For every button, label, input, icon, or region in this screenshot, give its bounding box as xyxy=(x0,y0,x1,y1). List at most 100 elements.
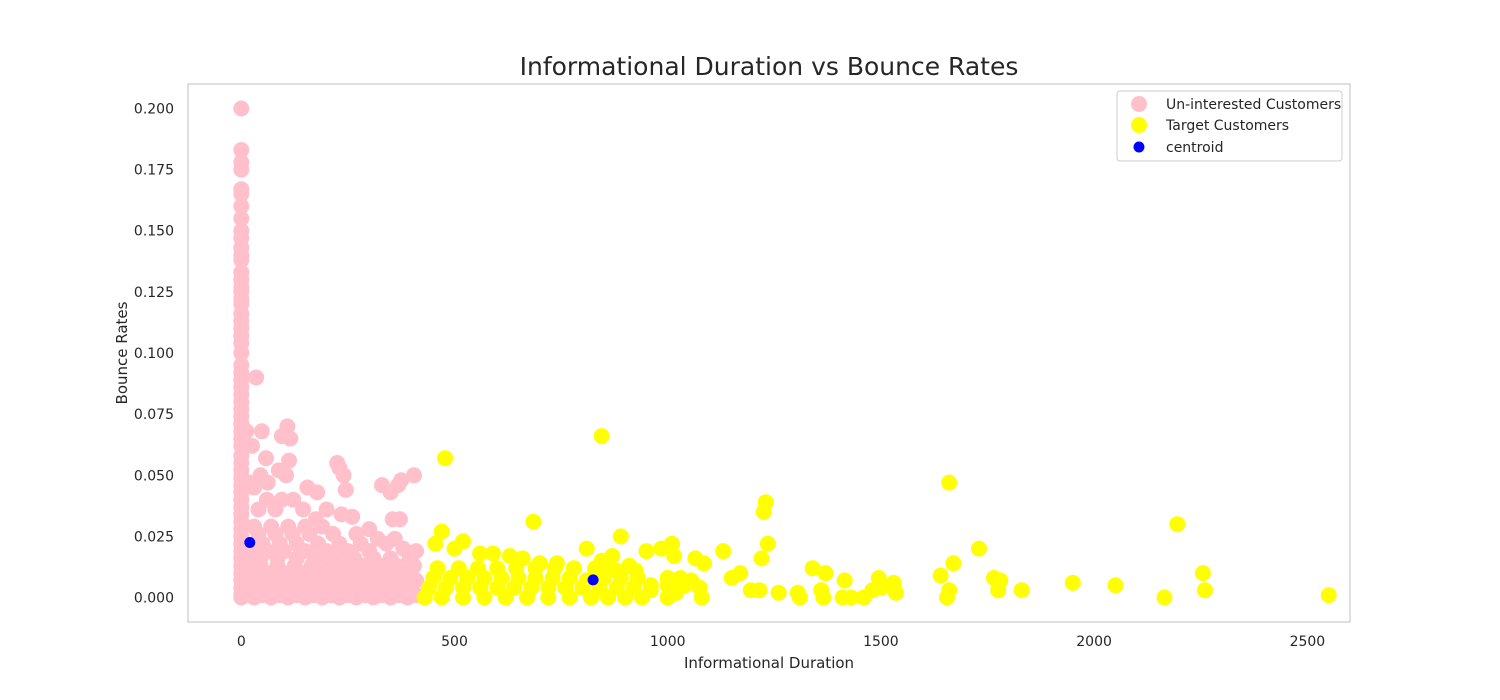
data-point xyxy=(587,560,604,577)
data-point xyxy=(664,535,680,552)
data-point xyxy=(250,501,267,518)
data-point xyxy=(732,565,749,582)
data-point xyxy=(990,582,1007,599)
data-point xyxy=(696,555,712,572)
data-point xyxy=(233,210,250,227)
data-point xyxy=(279,418,296,435)
data-point xyxy=(406,467,422,484)
data-point xyxy=(399,589,416,606)
data-point xyxy=(659,570,676,586)
centroid-point xyxy=(244,537,256,548)
data-point xyxy=(836,572,853,589)
data-point xyxy=(280,589,297,606)
data-point xyxy=(715,543,732,560)
legend-label-uninterested: Un-interested Customers xyxy=(1166,97,1341,113)
series-0 xyxy=(233,100,425,606)
data-point xyxy=(281,452,298,469)
data-point xyxy=(525,513,542,530)
data-point xyxy=(278,467,295,484)
chart-title: Informational Duration vs Bounce Rates xyxy=(520,52,1019,81)
data-point xyxy=(791,589,808,606)
data-point xyxy=(427,535,444,552)
data-point xyxy=(501,548,518,564)
data-point xyxy=(253,423,270,440)
data-point xyxy=(348,589,365,606)
y-tick-label: 0.175 xyxy=(134,163,174,179)
data-point xyxy=(578,540,595,557)
data-point xyxy=(233,345,250,361)
data-point xyxy=(1013,582,1030,599)
data-point xyxy=(285,491,302,508)
data-point xyxy=(246,589,263,606)
data-point xyxy=(815,589,832,606)
data-point xyxy=(804,560,821,577)
y-tick-label: 0.050 xyxy=(134,468,174,484)
data-point xyxy=(1197,582,1213,599)
data-point xyxy=(751,582,768,599)
data-point xyxy=(233,198,250,215)
legend: Un-interested Customers Target Customers… xyxy=(1116,90,1343,162)
data-point xyxy=(393,472,410,489)
x-tick-label: 1000 xyxy=(650,634,686,650)
data-point xyxy=(437,450,454,467)
data-point xyxy=(666,548,683,564)
data-point xyxy=(971,540,987,557)
data-point xyxy=(331,589,348,606)
data-point xyxy=(489,560,506,577)
data-point xyxy=(244,437,260,454)
data-point xyxy=(335,467,352,484)
x-tick-label: 2000 xyxy=(1076,634,1112,650)
data-point xyxy=(1169,516,1186,533)
data-point xyxy=(259,474,276,491)
data-point xyxy=(945,555,962,572)
data-point xyxy=(939,589,955,606)
data-point xyxy=(365,589,382,606)
data-point xyxy=(233,252,250,269)
data-point xyxy=(638,543,655,560)
data-point xyxy=(233,142,250,158)
legend-label-centroid: centroid xyxy=(1166,140,1223,156)
legend-marker-uninterested xyxy=(1131,96,1147,112)
data-point xyxy=(309,484,326,501)
data-point xyxy=(267,501,284,518)
data-point xyxy=(344,508,361,525)
data-point xyxy=(429,560,446,577)
data-point xyxy=(391,511,408,528)
data-point xyxy=(1064,574,1081,591)
data-point xyxy=(382,589,399,606)
data-point xyxy=(455,533,471,550)
data-point xyxy=(604,548,621,564)
data-point xyxy=(864,582,881,599)
data-point xyxy=(887,584,904,601)
y-tick-label: 0.150 xyxy=(134,224,174,240)
legend-label-target: Target Customers xyxy=(1165,118,1289,134)
y-tick-label: 0.100 xyxy=(134,346,174,362)
data-point xyxy=(263,589,280,606)
data-point xyxy=(770,584,787,601)
data-point xyxy=(834,589,851,606)
data-point xyxy=(470,560,486,577)
data-point xyxy=(450,560,467,577)
data-point xyxy=(378,535,395,552)
data-point xyxy=(1320,587,1337,604)
data-point xyxy=(295,501,312,518)
data-point xyxy=(941,474,958,491)
data-point xyxy=(233,186,250,202)
data-point xyxy=(683,572,700,589)
data-point xyxy=(258,450,274,467)
data-point xyxy=(233,100,250,117)
data-point xyxy=(433,523,450,540)
x-tick-label: 500 xyxy=(441,634,468,650)
data-point xyxy=(527,560,544,577)
y-tick-label: 0.025 xyxy=(134,529,174,545)
data-point xyxy=(608,562,625,579)
legend-marker-target xyxy=(1131,117,1147,133)
centroid-point xyxy=(587,574,599,586)
data-point xyxy=(817,565,834,582)
data-point xyxy=(1194,565,1211,582)
data-point xyxy=(627,562,644,579)
data-point xyxy=(932,567,949,584)
y-tick-label: 0.000 xyxy=(134,591,174,607)
data-point xyxy=(546,560,563,577)
